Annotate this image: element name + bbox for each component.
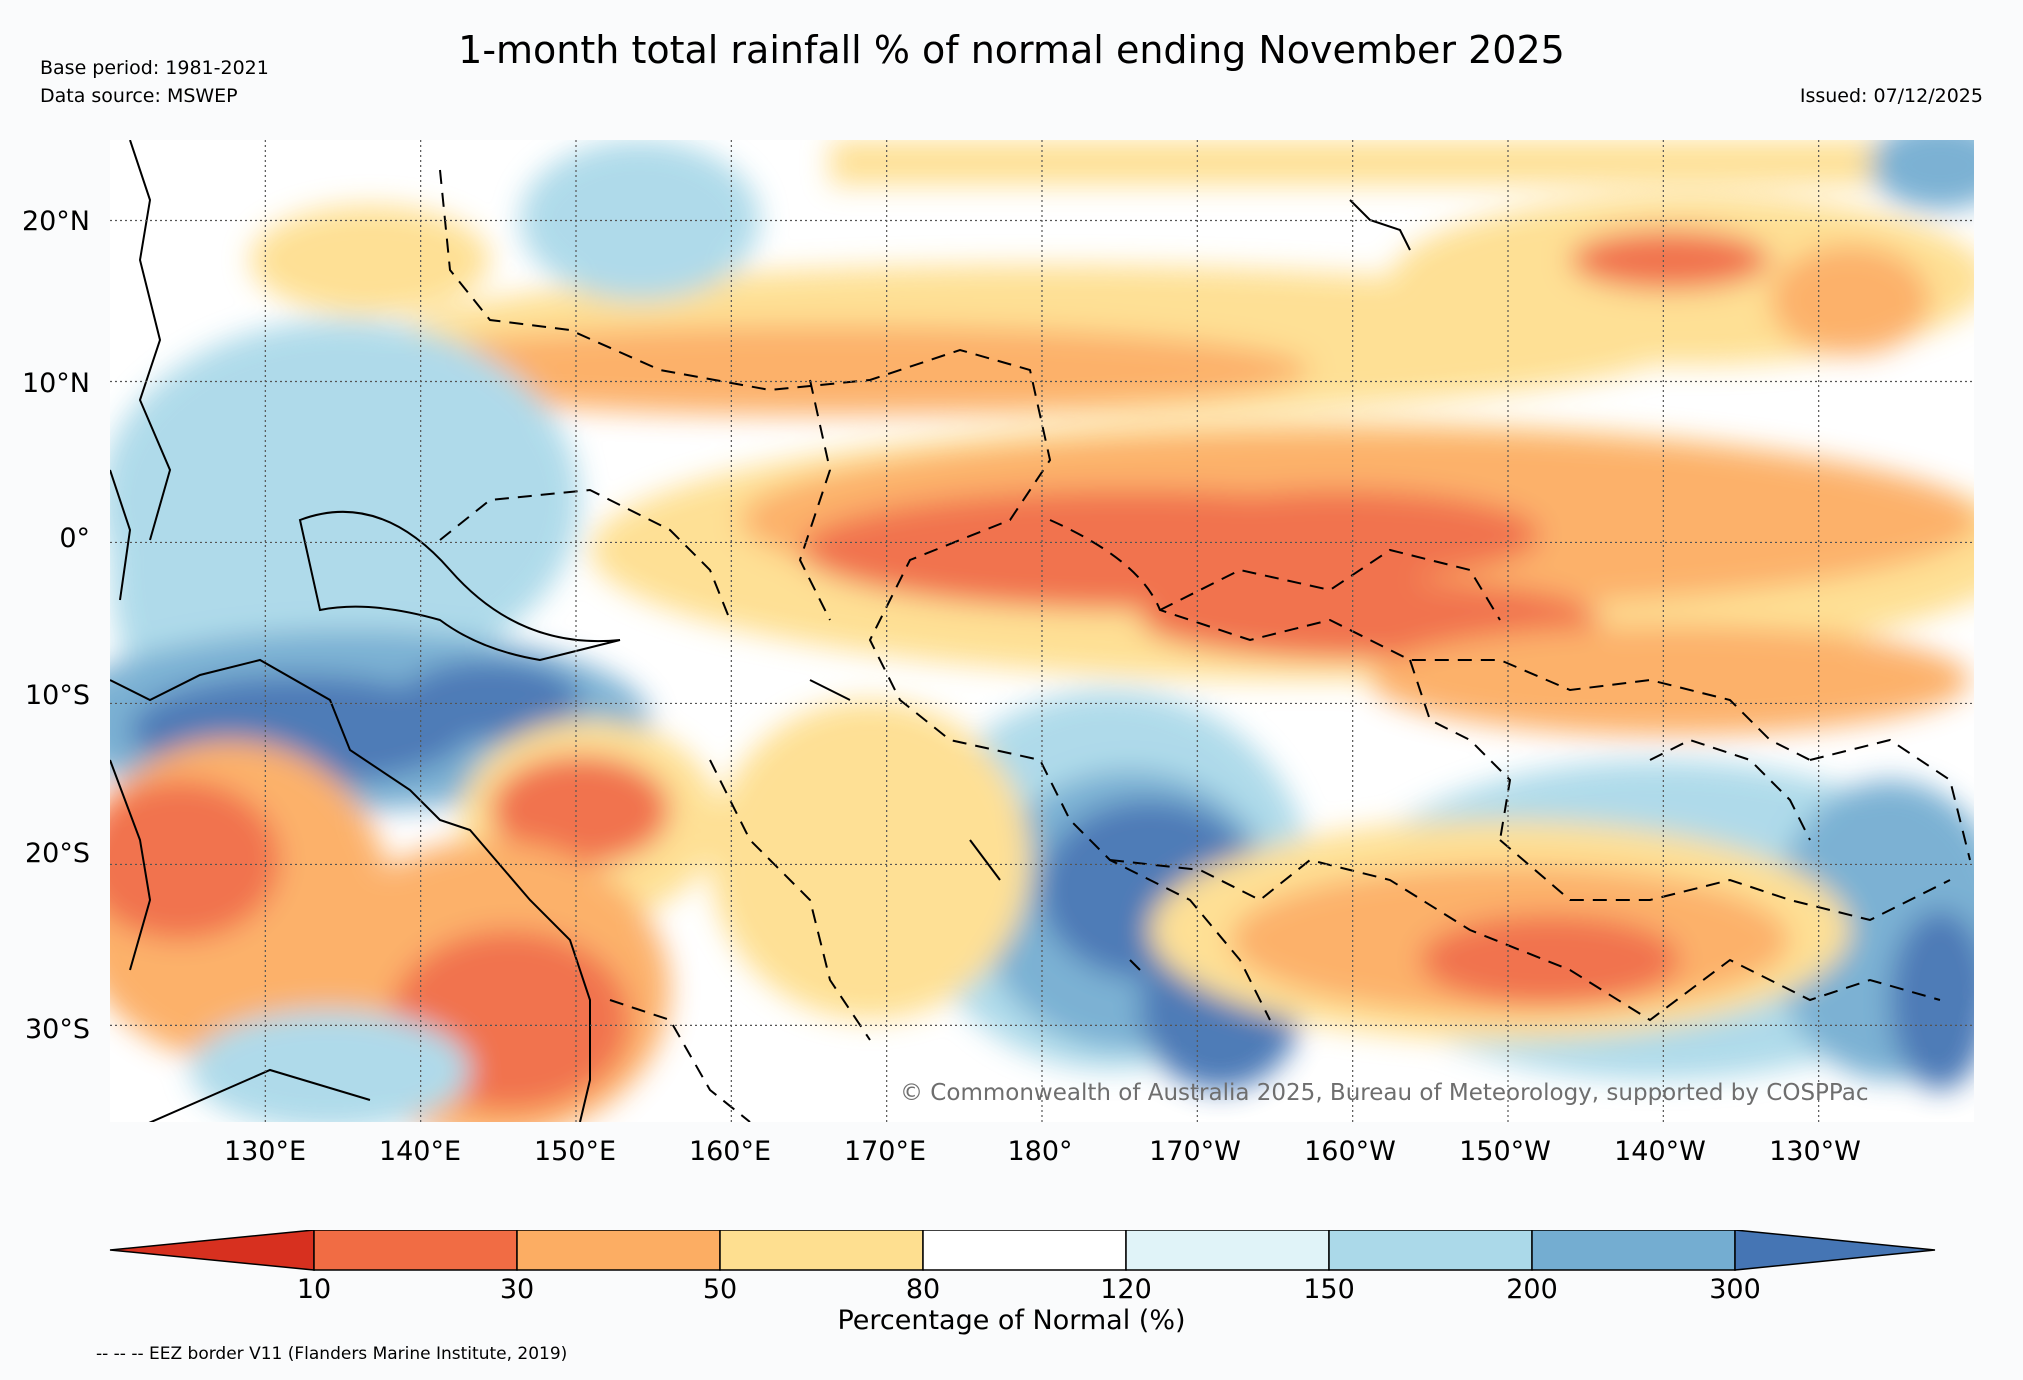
- lat-label-20n: 20°N: [21, 206, 90, 237]
- colorbar-tick-80: 80: [905, 1274, 941, 1305]
- base-period: Base period: 1981-2021: [40, 57, 269, 79]
- lat-label-10n: 10°N: [21, 368, 90, 399]
- colorbar-segment-10-30: [313, 1230, 518, 1271]
- eez-borders: [439, 169, 1971, 1122]
- colorbar-tick-50: 50: [702, 1274, 738, 1305]
- lat-label-30s: 30°S: [25, 1014, 90, 1045]
- lon-label-130e: 130°E: [223, 1136, 307, 1167]
- colorbar-tick-300: 300: [1709, 1274, 1761, 1305]
- colorbar-segment-150-200: [1328, 1230, 1533, 1271]
- colorbar-segment-above-300: [1734, 1230, 1936, 1271]
- colorbar-segment-below-10: [109, 1230, 315, 1271]
- colorbar-label: Percentage of Normal (%): [837, 1305, 1186, 1336]
- colorbar-segment-30-50: [516, 1230, 721, 1271]
- copyright-notice: © Commonwealth of Australia 2025, Bureau…: [900, 1080, 1869, 1106]
- colorbar-tick-10: 10: [296, 1274, 332, 1305]
- colorbar-tick-30: 30: [499, 1274, 535, 1305]
- colorbar-segment-120-150: [1125, 1230, 1330, 1271]
- lon-label-180: 180°: [1007, 1136, 1073, 1167]
- colorbar-segment-50-80: [719, 1230, 924, 1271]
- eez-legend-note: -- -- -- EEZ border V11 (Flanders Marine…: [96, 1344, 568, 1364]
- data-source: Data source: MSWEP: [40, 85, 238, 107]
- lon-label-150e: 150°E: [533, 1136, 617, 1167]
- colorbar-segment-80-120: [922, 1230, 1127, 1271]
- colorbar-tick-150: 150: [1303, 1274, 1355, 1305]
- issued-date: Issued: 07/12/2025: [1799, 85, 1983, 107]
- colorbar: [109, 1230, 1936, 1271]
- map-canvas: [110, 140, 1974, 1122]
- lon-label-140e: 140°E: [378, 1136, 462, 1167]
- metadata-block: Base period: 1981-2021 Data source: MSWE…: [40, 54, 269, 110]
- lon-label-160w: 160°W: [1304, 1136, 1396, 1167]
- lon-label-140w: 140°W: [1614, 1136, 1706, 1167]
- map-title: 1-month total rainfall % of normal endin…: [458, 28, 1565, 72]
- lon-label-170w: 170°W: [1149, 1136, 1241, 1167]
- lon-label-150w: 150°W: [1459, 1136, 1551, 1167]
- lat-label-20s: 20°S: [25, 838, 90, 869]
- lon-label-160e: 160°E: [688, 1136, 772, 1167]
- lon-label-130w: 130°W: [1769, 1136, 1861, 1167]
- rainfall-map: [110, 140, 1974, 1122]
- colorbar-tick-200: 200: [1506, 1274, 1558, 1305]
- lat-label-10s: 10°S: [25, 680, 90, 711]
- lon-label-170e: 170°E: [843, 1136, 927, 1167]
- colorbar-tick-120: 120: [1100, 1274, 1152, 1305]
- lat-label-equator: 0°: [59, 523, 90, 554]
- graticule: [110, 140, 1974, 1122]
- colorbar-segment-200-300: [1531, 1230, 1736, 1271]
